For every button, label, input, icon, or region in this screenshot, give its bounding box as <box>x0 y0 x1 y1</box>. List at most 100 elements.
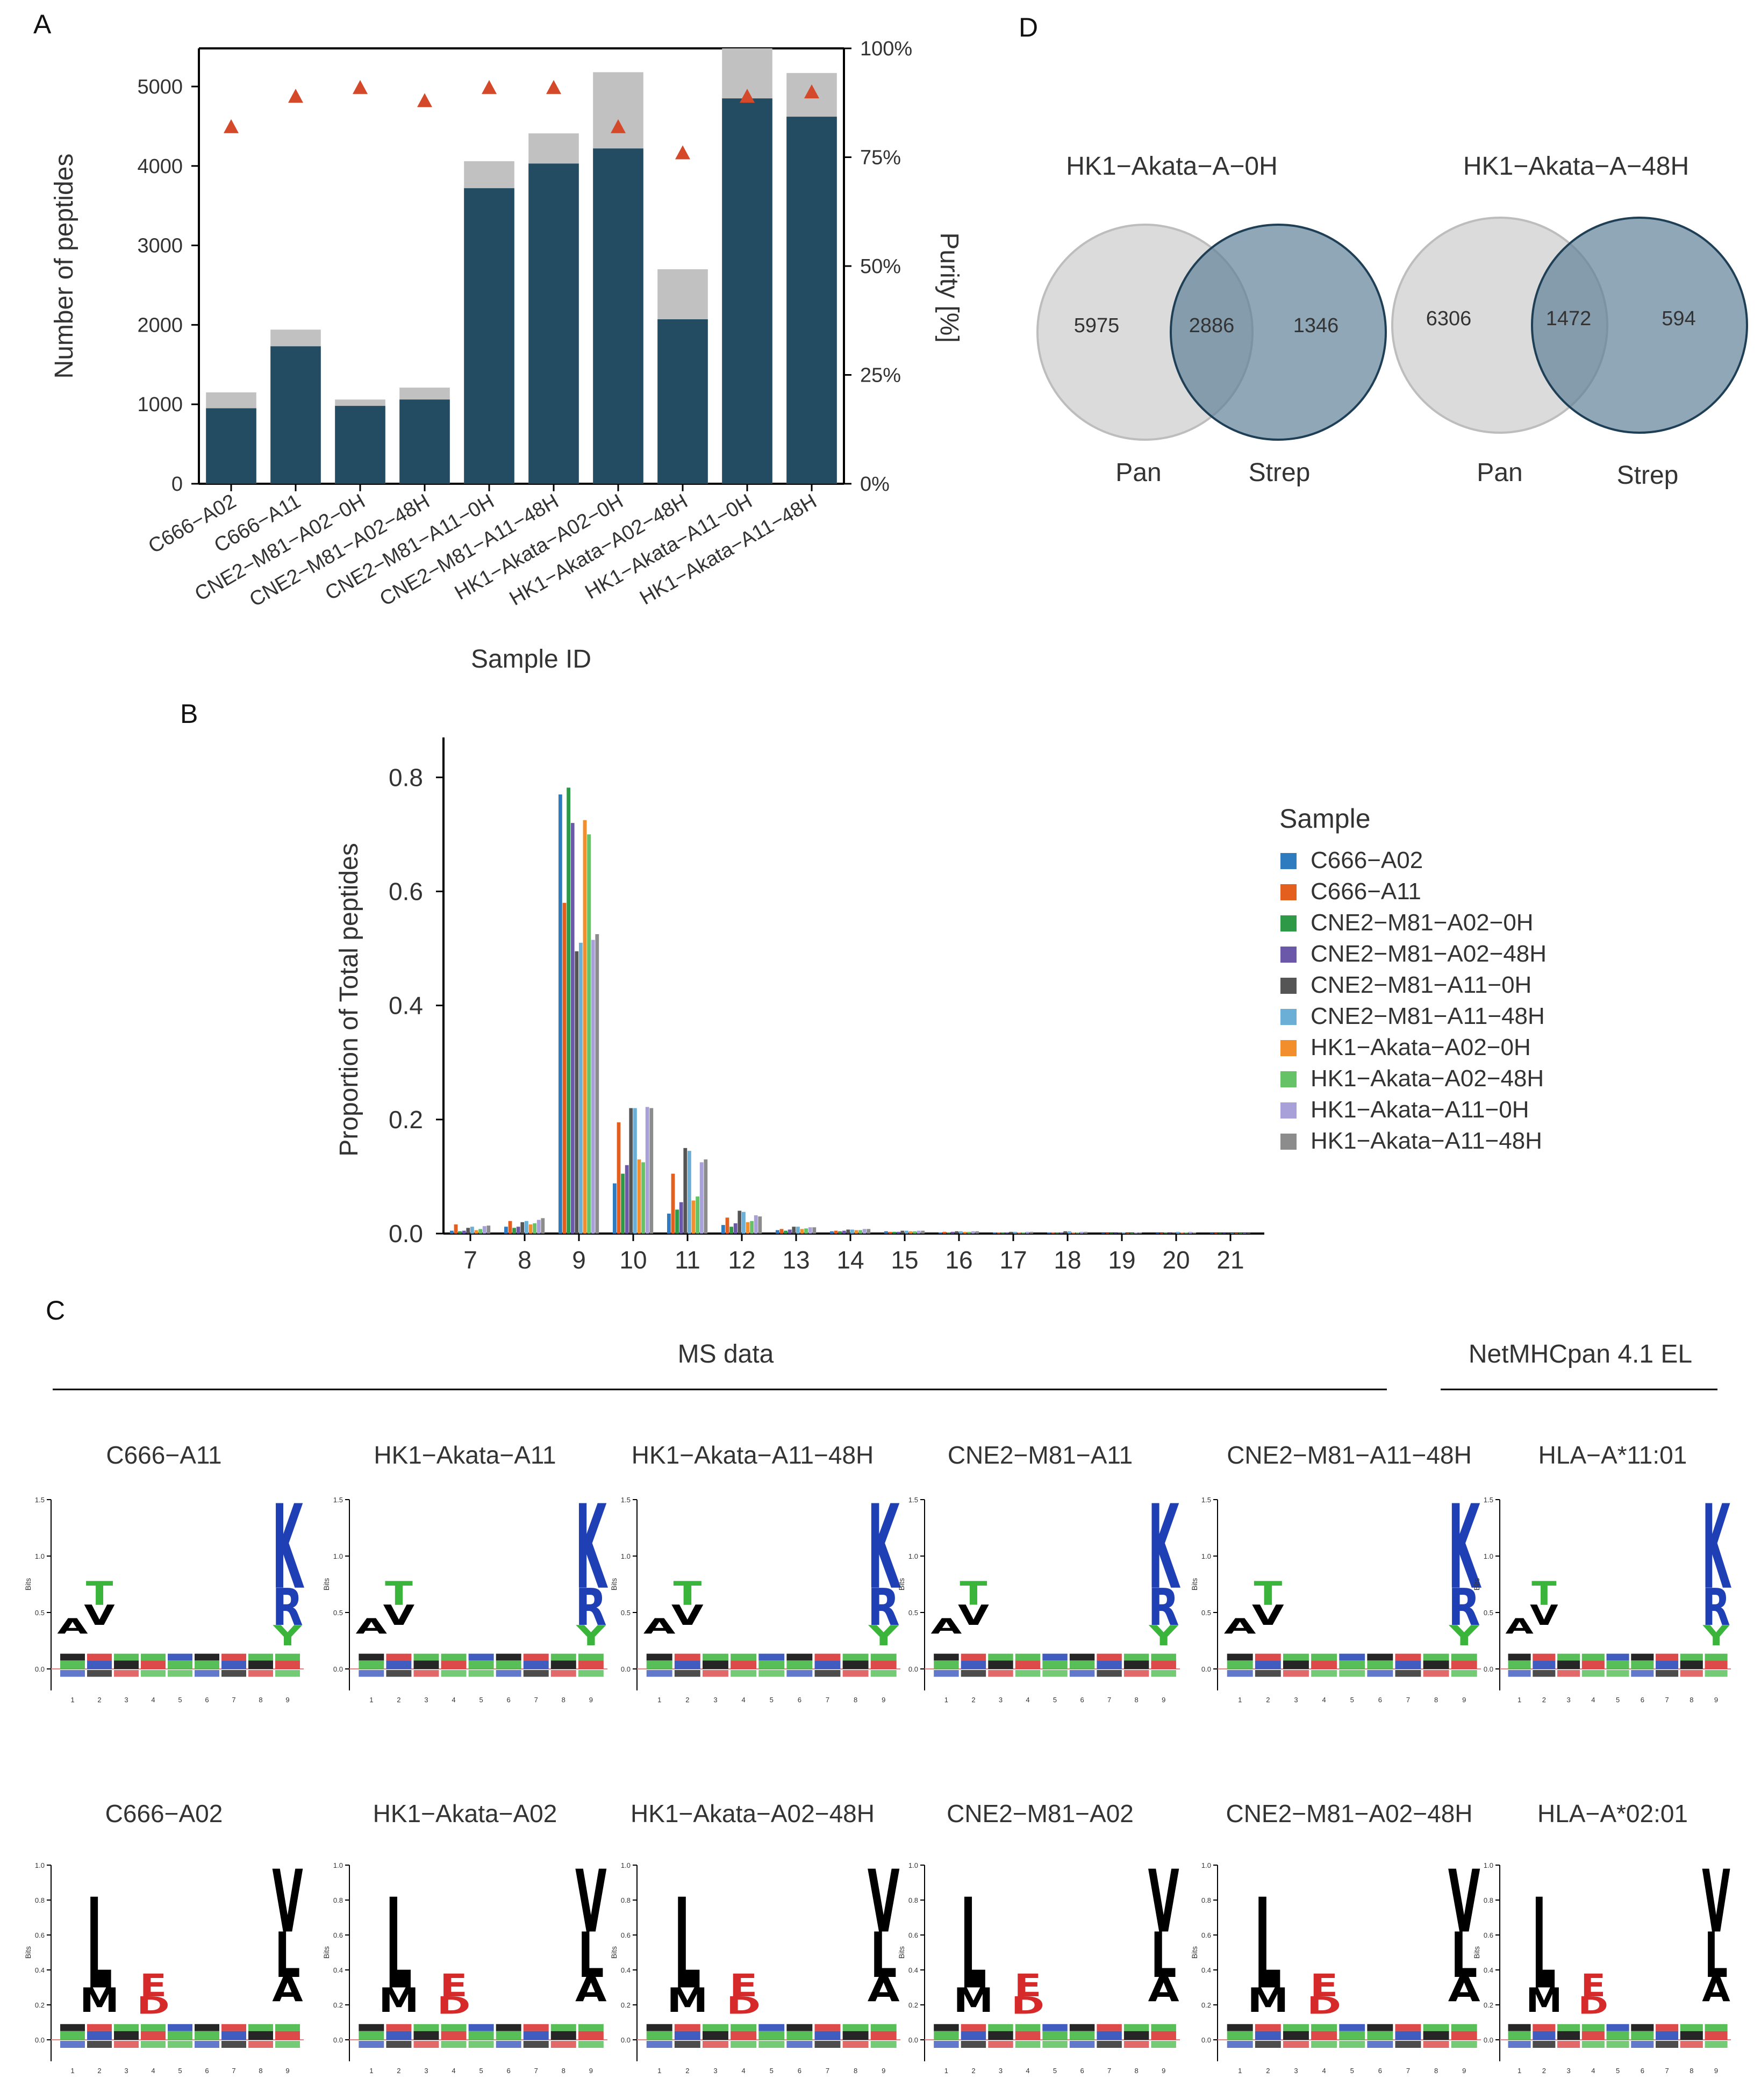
logo-minor-residue <box>413 1653 439 1661</box>
logo-title: CNE2−M81−A11 <box>948 1441 1133 1469</box>
logo-minor-residue <box>413 2041 439 2048</box>
logo-bits-label: Bits <box>1472 1578 1481 1590</box>
logo-minor-residue <box>1656 1670 1679 1677</box>
length-bar <box>671 1173 675 1234</box>
logo-bits-label: Bits <box>24 1946 32 1959</box>
length-bar <box>975 1231 979 1234</box>
length-bar <box>1184 1232 1188 1234</box>
length-bar <box>1021 1232 1025 1234</box>
logo-minor-residue <box>1395 1660 1421 1669</box>
logo-minor-residue <box>1311 1660 1337 1669</box>
length-bar <box>562 902 567 1234</box>
purity-marker <box>288 89 303 103</box>
legend-label: HK1−Akata−A02−48H <box>1311 1065 1544 1092</box>
logo-position-label: 5 <box>178 1696 182 1704</box>
logo-minor-residue <box>1069 2031 1095 2040</box>
logo-y-tick-label: 1.0 <box>1484 1552 1493 1560</box>
logo-minor-residue <box>731 2024 757 2031</box>
bar-unique <box>270 346 321 484</box>
logo-minor-residue <box>578 2031 604 2040</box>
logo-minor-residue <box>441 2041 467 2048</box>
logo-position-label: 9 <box>882 2067 885 2075</box>
logo-position-label: 1 <box>944 2067 948 2075</box>
y-tick-label: 0.4 <box>389 992 423 1020</box>
logo-y-tick-label: 1.0 <box>35 1861 45 1869</box>
logo-position-label: 7 <box>232 1696 235 1704</box>
logo-position-label: 2 <box>971 1696 975 1704</box>
logo-minor-residue <box>674 1660 700 1669</box>
logo-minor-residue <box>496 2024 521 2031</box>
logo-letter: D <box>1011 1991 1044 2019</box>
logo-title: CNE2−M81−A02−48H <box>1226 1800 1472 1827</box>
logo-letter: V <box>84 1600 115 1632</box>
logo-minor-residue <box>961 1653 986 1661</box>
venn-2-right-count: 594 <box>1662 307 1695 330</box>
logo-letter: R <box>1148 1579 1179 1638</box>
length-bar <box>967 1231 971 1234</box>
logo-minor-residue <box>60 1653 85 1661</box>
logo-y-tick-label: 1.5 <box>1201 1496 1211 1504</box>
legend-swatch <box>1280 915 1297 931</box>
logo-letter: L <box>870 1920 897 1992</box>
logo-minor-residue <box>758 2031 785 2040</box>
logo-y-tick-label: 1.0 <box>35 1552 45 1560</box>
logo-minor-residue <box>1015 1670 1041 1677</box>
logo-minor-residue <box>961 2031 986 2040</box>
logo-minor-residue <box>248 1653 273 1661</box>
logo-minor-residue <box>1533 1653 1556 1661</box>
logo-letter: V <box>1702 1852 1730 1952</box>
logo-minor-residue <box>523 1653 549 1661</box>
x-tick-label: 18 <box>1054 1246 1081 1274</box>
length-bar <box>1001 1232 1005 1234</box>
x-tick-label: 16 <box>945 1246 972 1274</box>
y-tick-label-right: 75% <box>860 147 901 169</box>
length-bar <box>1105 1232 1109 1234</box>
length-bar <box>478 1229 482 1234</box>
logo-position-label: 5 <box>479 2067 483 2075</box>
bar-unique <box>528 163 579 484</box>
logo-letter: L <box>674 1872 700 2017</box>
length-bar <box>955 1231 959 1234</box>
purity-marker <box>482 80 497 94</box>
logo-letter: K <box>272 1481 304 1616</box>
logo-minor-residue <box>87 1660 112 1669</box>
logo-position-label: 8 <box>1690 1696 1693 1704</box>
logo-y-tick-label: 0.4 <box>1201 1966 1211 1974</box>
logo-minor-residue <box>814 1670 841 1677</box>
logo-minor-residue <box>1680 2041 1703 2048</box>
logo-letter: Y <box>1148 1619 1179 1652</box>
logo-letter: D <box>726 1991 761 2019</box>
logo-minor-residue <box>814 2031 841 2040</box>
length-bar <box>1239 1232 1242 1234</box>
length-bar <box>1222 1232 1226 1234</box>
logo-minor-residue <box>1042 2024 1068 2031</box>
length-bar <box>525 1221 528 1234</box>
logo-minor-residue <box>646 2031 672 2040</box>
length-bar <box>908 1231 913 1234</box>
logo-minor-residue <box>441 1670 467 1677</box>
logo-minor-residue <box>1508 2024 1531 2031</box>
logo-minor-residue <box>1283 1653 1309 1661</box>
logo-position-label: 3 <box>999 1696 1003 1704</box>
logo-minor-residue <box>1097 2024 1122 2031</box>
logo-minor-residue <box>1151 1670 1176 1677</box>
logo-letter: A <box>272 1970 303 2010</box>
logo-minor-residue <box>359 2031 384 2040</box>
length-bar <box>675 1209 679 1234</box>
x-tick-label: 7 <box>463 1246 477 1274</box>
logo-position-label: 4 <box>1591 2067 1595 2075</box>
logo-minor-residue <box>842 2041 869 2048</box>
logo-minor-residue <box>988 1670 1013 1677</box>
logo-minor-residue <box>1227 2041 1253 2048</box>
logo-letter: A <box>1224 1614 1257 1638</box>
logo-position-label: 1 <box>944 1696 948 1704</box>
logo-letter: K <box>1702 1480 1731 1615</box>
length-bar <box>1230 1232 1234 1234</box>
logo-letter: L <box>1533 1873 1556 2017</box>
venn-2-right-label: Strep <box>1617 461 1679 490</box>
legend-swatch <box>1280 978 1297 994</box>
logo-minor-residue <box>275 1660 300 1669</box>
logo-letter: Y <box>273 1620 303 1652</box>
length-bar <box>691 1200 696 1234</box>
length-bar <box>1047 1232 1051 1234</box>
